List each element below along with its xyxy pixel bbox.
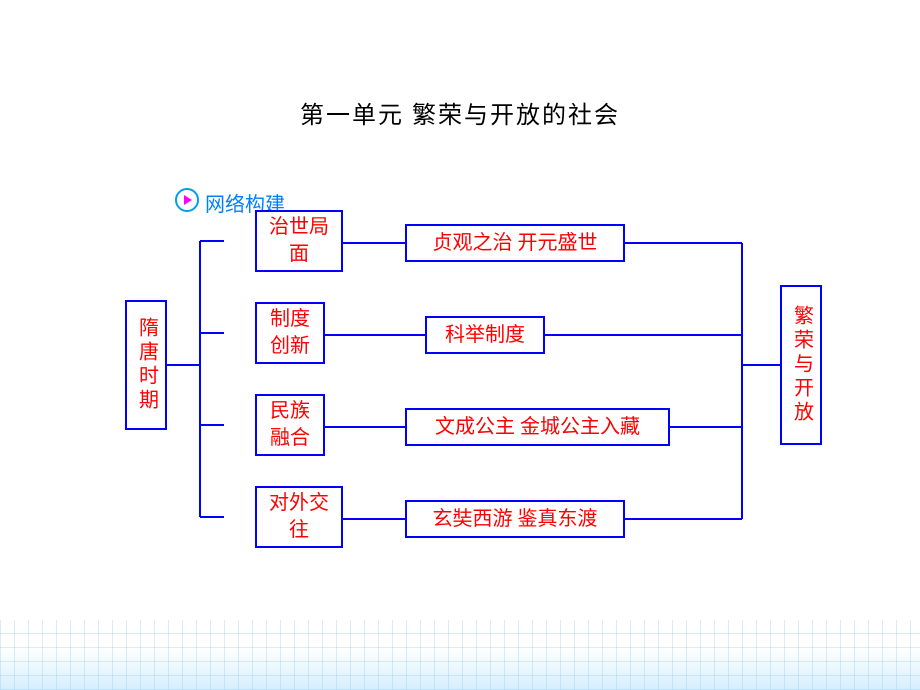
connector-lines — [50, 20, 870, 670]
slide-canvas: 第一单元 繁荣与开放的社会 网络构建 隋唐时期 治世局 面 制度 创新 民族 融… — [50, 20, 870, 670]
